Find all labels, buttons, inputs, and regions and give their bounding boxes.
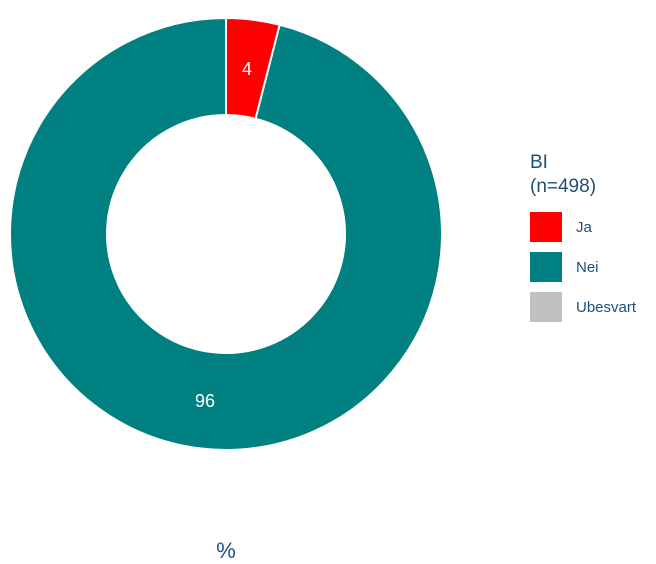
legend-swatch-ubesvart (530, 292, 562, 322)
legend-label-ubesvart: Ubesvart (576, 299, 637, 316)
x-axis-label: % (216, 538, 236, 563)
slice-nei (9, 16, 443, 451)
legend-label-ja: Ja (576, 219, 593, 236)
slice-value-label-nei: 96 (195, 391, 215, 411)
legend-title-line-1: BI (530, 152, 548, 173)
legend-swatch-nei (530, 252, 562, 282)
slices-group (9, 16, 443, 451)
legend-title-line-2: (n=498) (530, 176, 596, 197)
slice-labels-group: 4 96 (195, 59, 252, 411)
legend-swatch-ja (530, 212, 562, 242)
legend-label-nei: Nei (576, 259, 599, 276)
legend: BI (n=498) Ja Nei Ubesvart (530, 152, 637, 322)
slice-value-label-ja: 4 (242, 59, 252, 79)
